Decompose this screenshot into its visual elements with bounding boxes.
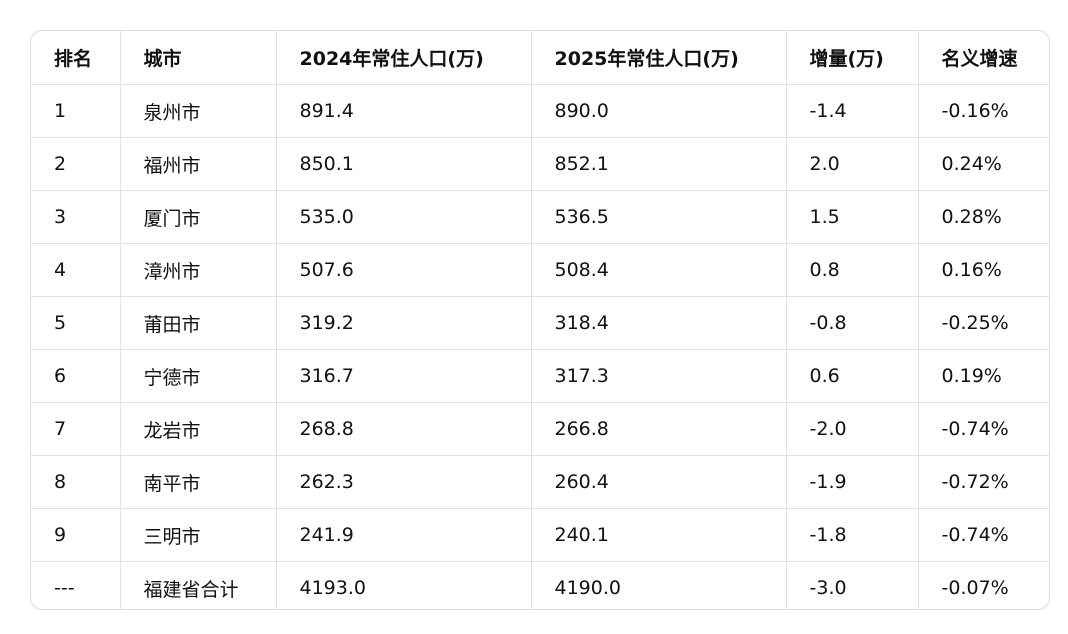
table-cell: 莆田市 [120, 296, 277, 350]
table-cell: 891.4 [276, 84, 532, 138]
table-cell: -0.72% [918, 455, 1049, 509]
table-cell: -0.8 [786, 296, 919, 350]
table-row: 4 漳州市 507.6 508.4 0.8 0.16% [31, 243, 1049, 297]
table-cell: -0.74% [918, 402, 1049, 456]
table-row: 2 福州市 850.1 852.1 2.0 0.24% [31, 137, 1049, 191]
table-cell: 0.16% [918, 243, 1049, 297]
table-row: 7 龙岩市 268.8 266.8 -2.0 -0.74% [31, 402, 1049, 456]
header-cell: 2025年常住人口(万) [531, 31, 787, 85]
table-cell: 260.4 [531, 455, 787, 509]
table-cell: 三明市 [120, 508, 277, 562]
table-row: 1 泉州市 891.4 890.0 -1.4 -0.16% [31, 84, 1049, 138]
header-cell: 城市 [120, 31, 277, 85]
table-cell: 0.24% [918, 137, 1049, 191]
table-row: 6 宁德市 316.7 317.3 0.6 0.19% [31, 349, 1049, 403]
table-cell: 508.4 [531, 243, 787, 297]
table-cell: 4190.0 [531, 561, 787, 609]
header-row: 排名 城市 2024年常住人口(万) 2025年常住人口(万) 增量(万) 名义增速 [31, 31, 1049, 85]
table-cell: 318.4 [531, 296, 787, 350]
table-cell: 0.19% [918, 349, 1049, 403]
table-cell: 0.6 [786, 349, 919, 403]
table-cell: -0.74% [918, 508, 1049, 562]
table-body: 1 泉州市 891.4 890.0 -1.4 -0.16% 2 福州市 850.1 852.1 2.… [31, 84, 1049, 609]
table-cell: 5 [31, 296, 121, 350]
table-cell: 0.8 [786, 243, 919, 297]
header-cell: 2024年常住人口(万) [276, 31, 532, 85]
table-cell: --- [31, 561, 121, 609]
table-cell: -2.0 [786, 402, 919, 456]
table-row: 5 莆田市 319.2 318.4 -0.8 -0.25% [31, 296, 1049, 350]
table-cell: -1.4 [786, 84, 919, 138]
header-cell: 增量(万) [786, 31, 919, 85]
table-cell: 9 [31, 508, 121, 562]
table-cell: 厦门市 [120, 190, 277, 244]
table-cell: 266.8 [531, 402, 787, 456]
table-cell: -0.07% [941, 577, 1009, 599]
table-cell: 241.9 [276, 508, 532, 562]
header-cell: 名义增速 [918, 31, 1049, 85]
table-cell: 8 [31, 455, 121, 509]
table-cell: 0.28% [918, 190, 1049, 244]
table-cell: 317.3 [531, 349, 787, 403]
table-cell: 535.0 [276, 190, 532, 244]
table-cell: -0.16% [918, 84, 1049, 138]
table-cell: -3.0 [786, 561, 919, 609]
table-cell: 7 [31, 402, 121, 456]
table-cell: 268.8 [276, 402, 532, 456]
table-cell: 1.5 [786, 190, 919, 244]
table-row: 3 厦门市 535.0 536.5 1.5 0.28% [31, 190, 1049, 244]
table-row: 8 南平市 262.3 260.4 -1.9 -0.72% [31, 455, 1049, 509]
table-cell: 890.0 [531, 84, 787, 138]
header-cell: 排名 [31, 31, 121, 85]
table-cell: 南平市 [120, 455, 277, 509]
table-cell: 2.0 [786, 137, 919, 191]
table-cell: 宁德市 [120, 349, 277, 403]
table-cell: 319.2 [276, 296, 532, 350]
table-cell: 852.1 [531, 137, 787, 191]
table-cell: 漳州市 [120, 243, 277, 297]
table-cell: -1.8 [786, 508, 919, 562]
table-cell: 福州市 [120, 137, 277, 191]
table-cell: 262.3 [276, 455, 532, 509]
table-cell: 龙岩市 [120, 402, 277, 456]
table-cell: 3 [31, 190, 121, 244]
table-cell: 240.1 [531, 508, 787, 562]
table-cell: -0.25% [918, 296, 1049, 350]
table-cell: 536.5 [531, 190, 787, 244]
table-cell: 福建省合计 [120, 561, 277, 609]
table-cell: 4 [31, 243, 121, 297]
table-cell: 2 [31, 137, 121, 191]
table-cell: 泉州市 [120, 84, 277, 138]
table-cell: 316.7 [276, 349, 532, 403]
table-row: 9 三明市 241.9 240.1 -1.8 -0.74% [31, 508, 1049, 562]
table-row: --- 福建省合计 4193.0 4190.0 -3.0 -0.07% [31, 561, 1049, 609]
table-cell: 850.1 [276, 137, 532, 191]
table-cell: 6 [31, 349, 121, 403]
table-cell: 4193.0 [276, 561, 532, 609]
table-cell: 1 [31, 84, 121, 138]
table-cell: -1.9 [786, 455, 919, 509]
table-cell: 507.6 [276, 243, 532, 297]
